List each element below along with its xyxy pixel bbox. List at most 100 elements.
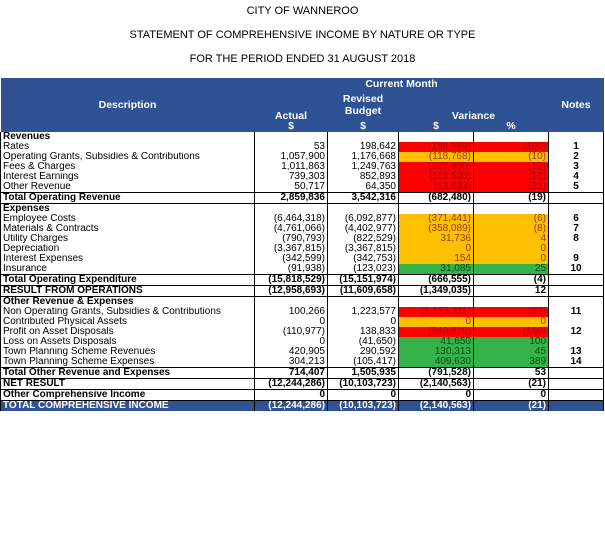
variance-percent: 0	[472, 254, 550, 264]
statement-title: STATEMENT OF COMPREHENSIVE INCOME BY NAT…	[129, 29, 476, 41]
budget-value: 1,223,577	[327, 307, 399, 317]
empty-cell	[327, 296, 399, 307]
note-reference	[548, 317, 605, 327]
empty-cell	[327, 132, 399, 142]
actual-value: (12,244,286)	[254, 400, 328, 411]
budget-value: (6,092,877)	[327, 214, 399, 224]
note-reference: 8	[548, 234, 605, 244]
column-header-notes: Notes	[548, 78, 604, 132]
section-heading: Other Revenue & Expenses	[0, 296, 255, 307]
actual-value: 50,717	[254, 182, 328, 193]
statement-line-row: Town Planning Scheme Revenues 420,905 290,…	[0, 347, 605, 357]
total-comprehensive-income-row: TOTAL COMPREHENSIVE INCOME (12,244,286) (1…	[0, 400, 605, 411]
variance-value: (1,349,035)	[398, 285, 474, 297]
empty-cell	[254, 203, 328, 214]
section-heading-row: Expenses	[0, 203, 605, 214]
row-description: Insurance	[0, 264, 255, 275]
empty-cell	[472, 203, 550, 214]
row-description: Profit on Asset Disposals	[0, 327, 255, 337]
unit-budget: $	[327, 120, 399, 132]
note-reference: 5	[548, 182, 605, 193]
row-description: Total Other Revenue and Expenses	[0, 367, 255, 379]
statement-line-row: Loss on Assets Disposals 0 (41,650) 41,650 1…	[0, 337, 605, 347]
empty-cell	[398, 203, 474, 214]
actual-value: 53	[254, 142, 328, 152]
variance-percent: (92)	[472, 307, 550, 317]
variance-value: (1,123,311)	[398, 307, 474, 317]
actual-value: (91,938)	[254, 264, 328, 275]
statement-line-row: Interest Earnings 739,303 852,893 (113,590)…	[0, 172, 605, 182]
variance-percent: 0	[472, 244, 550, 254]
budget-value: 0	[327, 389, 399, 401]
note-reference: 2	[548, 152, 605, 162]
empty-cell	[254, 296, 328, 307]
variance-percent: (21)	[472, 378, 550, 390]
header-row-1: Description Current Month Notes	[0, 78, 604, 132]
variance-value: (791,528)	[398, 367, 474, 379]
row-description: Loss on Assets Disposals	[0, 337, 255, 347]
statement-line-row: Depreciation (3,367,815) (3,367,815) 0 0	[0, 244, 605, 254]
empty-cell	[548, 132, 605, 142]
note-reference: 4	[548, 172, 605, 182]
budget-value: (123,023)	[327, 264, 399, 275]
unit-variance: $	[398, 120, 474, 132]
actual-value: (4,761,066)	[254, 224, 328, 234]
row-description: Other Comprehensive Income	[0, 389, 255, 401]
note-reference: 13	[548, 347, 605, 357]
actual-value: (342,599)	[254, 254, 328, 264]
row-description: Rates	[0, 142, 255, 152]
note-reference: 11	[548, 307, 605, 317]
budget-value: 1,249,763	[327, 162, 399, 172]
note-reference	[548, 337, 605, 347]
row-description: Interest Expenses	[0, 254, 255, 264]
note-reference: 12	[548, 327, 605, 337]
budget-value: (4,402,977)	[327, 224, 399, 234]
column-header-current-month: Current Month	[254, 78, 549, 90]
row-description: Materials & Contracts	[0, 224, 255, 234]
variance-value: 154	[398, 254, 474, 264]
total-row: RESULT FROM OPERATIONS (12,958,693) (11,60…	[0, 285, 605, 297]
variance-value: 0	[398, 244, 474, 254]
total-row: Total Other Revenue and Expenses 714,407 1…	[0, 367, 605, 379]
actual-value: 0	[254, 317, 328, 327]
empty-cell	[472, 296, 550, 307]
row-description: NET RESULT	[0, 378, 255, 390]
note-reference	[548, 192, 605, 204]
section-heading: Expenses	[0, 203, 255, 214]
total-row: Total Operating Revenue 2,859,836 3,542,31…	[0, 192, 605, 204]
budget-value: 290,592	[327, 347, 399, 357]
income-statement-table: Description Current Month Notes Actual R…	[0, 78, 605, 411]
budget-value: (105,417)	[327, 357, 399, 368]
budget-value: 64,350	[327, 182, 399, 193]
variance-value: 41,650	[398, 337, 474, 347]
actual-value: 1,057,900	[254, 152, 328, 162]
row-description: Town Planning Scheme Expenses	[0, 357, 255, 368]
statement-line-row: Contributed Physical Assets 0 0 0 0	[0, 317, 605, 327]
actual-value: 1,011,863	[254, 162, 328, 172]
empty-cell	[398, 132, 474, 142]
empty-cell	[254, 132, 328, 142]
note-reference	[548, 274, 605, 286]
variance-percent: 45	[472, 347, 550, 357]
variance-percent: 389	[472, 357, 550, 368]
variance-value: (2,140,563)	[398, 400, 474, 411]
section-heading: Revenues	[0, 132, 255, 142]
variance-value: 130,313	[398, 347, 474, 357]
budget-value: (10,103,723)	[327, 378, 399, 390]
note-reference: 14	[548, 357, 605, 368]
variance-percent: (19)	[472, 192, 550, 204]
variance-value: 0	[398, 317, 474, 327]
statement-line-row: Employee Costs (6,464,318) (6,092,877) (371…	[0, 214, 605, 224]
actual-value: 100,266	[254, 307, 328, 317]
variance-value: (249,810)	[398, 327, 474, 337]
statement-line-row: Materials & Contracts (4,761,066) (4,402,9…	[0, 224, 605, 234]
actual-value: (6,464,318)	[254, 214, 328, 224]
note-reference: 10	[548, 264, 605, 275]
note-reference	[548, 244, 605, 254]
budget-value: 3,542,316	[327, 192, 399, 204]
actual-value: 304,213	[254, 357, 328, 368]
statement-line-row: Insurance (91,938) (123,023) 31,085 25 10	[0, 264, 605, 275]
actual-value: 739,303	[254, 172, 328, 182]
note-reference	[548, 389, 605, 401]
empty-cell	[548, 203, 605, 214]
